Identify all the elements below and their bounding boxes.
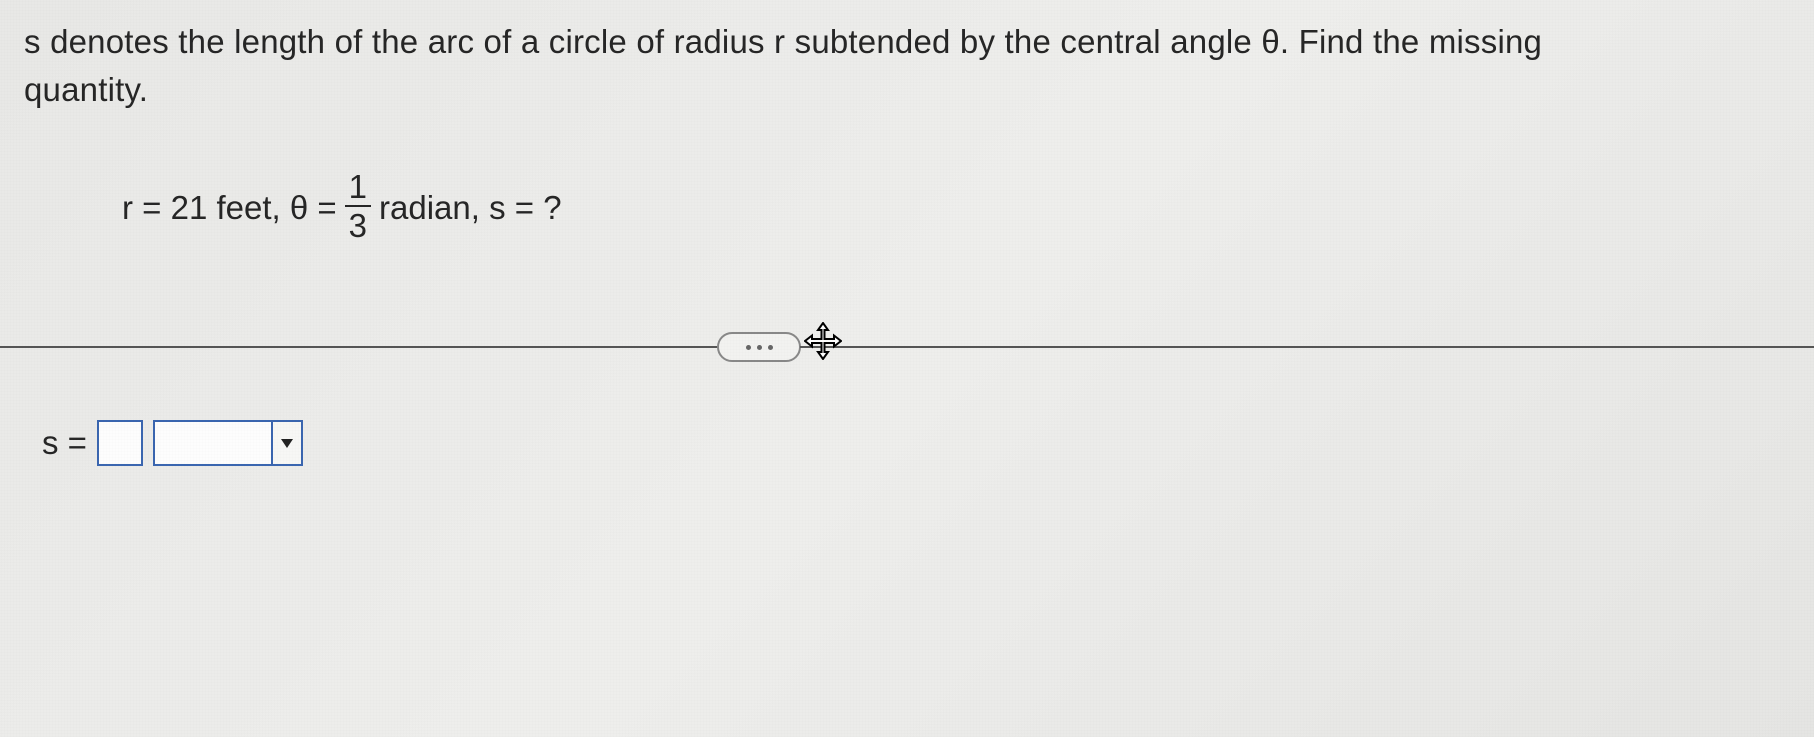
- expand-pill-button[interactable]: [717, 332, 801, 362]
- chevron-down-icon: [279, 435, 295, 451]
- given-values: r = 21 feet, θ = 1 3 radian, s = ?: [122, 172, 1790, 244]
- fraction-theta: 1 3: [345, 170, 371, 242]
- question-line-1: s denotes the length of the arc of a cir…: [24, 23, 1542, 60]
- divider-line-left: [0, 346, 718, 348]
- fraction-numerator: 1: [345, 170, 371, 205]
- answer-value-input[interactable]: [97, 420, 143, 466]
- dot-icon: [746, 345, 751, 350]
- question-line-2: quantity.: [24, 71, 148, 108]
- fraction-denominator: 3: [345, 207, 371, 242]
- given-prefix: r = 21 feet, θ =: [122, 189, 337, 227]
- section-divider: [0, 332, 1814, 362]
- answer-unit-select[interactable]: [153, 420, 303, 466]
- divider-line-right: [800, 346, 1814, 348]
- question-text: s denotes the length of the arc of a cir…: [24, 18, 1790, 114]
- dot-icon: [757, 345, 762, 350]
- dot-icon: [768, 345, 773, 350]
- answer-row: s =: [42, 420, 303, 466]
- answer-label: s =: [42, 424, 87, 462]
- given-suffix: radian, s = ?: [379, 189, 562, 227]
- select-caret: [271, 422, 301, 464]
